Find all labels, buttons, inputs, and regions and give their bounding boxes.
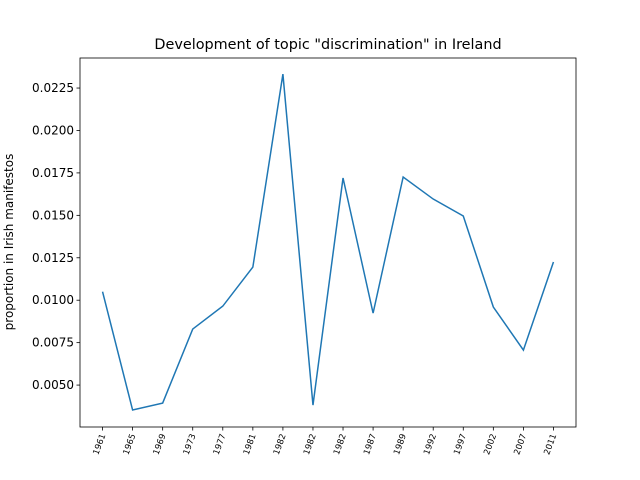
x-tick-label: 2007 [512, 433, 529, 457]
x-tick-label: 1981 [242, 433, 259, 457]
y-tick-label: 0.0100 [32, 293, 74, 307]
x-tick-label: 1982 [272, 433, 289, 457]
x-tick-label: 1969 [152, 433, 169, 457]
chart-title: Development of topic "discrimination" in… [154, 37, 501, 53]
y-tick-label: 0.0175 [32, 166, 74, 180]
x-tick-label: 1982 [332, 433, 349, 457]
x-tick-label: 1997 [452, 433, 469, 457]
x-tick-label: 1982 [302, 433, 319, 457]
y-axis-label: proportion in Irish manifestos [2, 154, 16, 331]
y-tick-label: 0.0225 [32, 81, 74, 95]
line [101, 74, 555, 411]
x-tick-label: 1961 [92, 433, 109, 457]
x-tick-label: 1965 [122, 433, 139, 457]
x-tick-label: 1987 [362, 433, 379, 457]
plot-area [79, 57, 577, 428]
y-tick-label: 0.0200 [32, 123, 74, 137]
x-tick-label: 1973 [182, 433, 199, 457]
x-tick-label: 1989 [392, 433, 409, 457]
x-tick-label: 2002 [482, 433, 499, 457]
y-tick-label: 0.0075 [32, 336, 74, 350]
y-tick-label: 0.0150 [32, 208, 74, 222]
x-tick-label: 2011 [542, 433, 559, 457]
y-tick-label: 0.0125 [32, 251, 74, 265]
x-tick-label: 1977 [212, 433, 229, 457]
y-tick-label: 0.0050 [32, 378, 74, 392]
x-tick-label: 1992 [422, 433, 439, 457]
